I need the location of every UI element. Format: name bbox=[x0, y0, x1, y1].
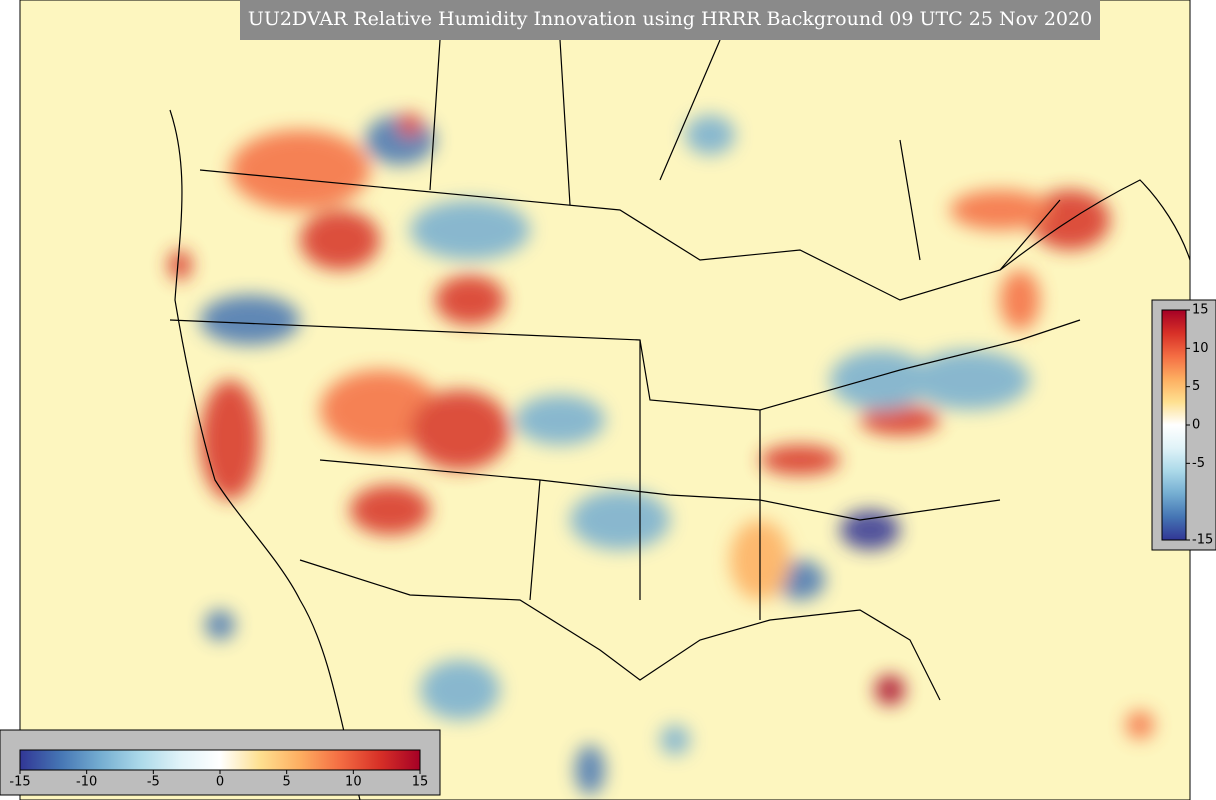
innovation-field bbox=[168, 113, 1154, 795]
colorbar-tick-label: 5 bbox=[283, 775, 291, 790]
colorbar-tick-label: 15 bbox=[412, 775, 429, 790]
colorbar-tick-label: -5 bbox=[147, 775, 160, 790]
colorbar: -15 -10 -5 0 5 10 15 bbox=[0, 729, 441, 796]
boundaries bbox=[169, 39, 1190, 800]
colorbar-tick-label: -15 bbox=[9, 775, 30, 790]
colorbar-tick-label: 0 bbox=[216, 775, 224, 790]
colorbar-tick-label: 5 bbox=[1192, 379, 1200, 394]
colorbars: -15 -10 -5 0 5 10 15 -15 -5 0 5 10 15 bbox=[0, 299, 1216, 796]
colorbar-tick-label: -5 bbox=[1192, 456, 1205, 471]
map bbox=[20, 0, 1190, 800]
colorbar-tick-label: 0 bbox=[1192, 418, 1200, 433]
colorbar-ramp bbox=[1161, 309, 1187, 541]
colorbar-ramp bbox=[19, 749, 421, 771]
colorbar-tick-label: 15 bbox=[1192, 303, 1209, 318]
map-title: UU2DVAR Relative Humidity Innovation usi… bbox=[248, 8, 1092, 30]
colorbar-tick-label: -10 bbox=[76, 775, 97, 790]
colorbar-tick-label: 10 bbox=[1192, 341, 1209, 356]
colorbar-tick-label: 10 bbox=[345, 775, 362, 790]
colorbar: -15 -5 0 5 10 15 bbox=[1151, 299, 1216, 551]
title-box bbox=[240, 0, 1100, 40]
colorbar-tick-label: -15 bbox=[1192, 533, 1213, 548]
